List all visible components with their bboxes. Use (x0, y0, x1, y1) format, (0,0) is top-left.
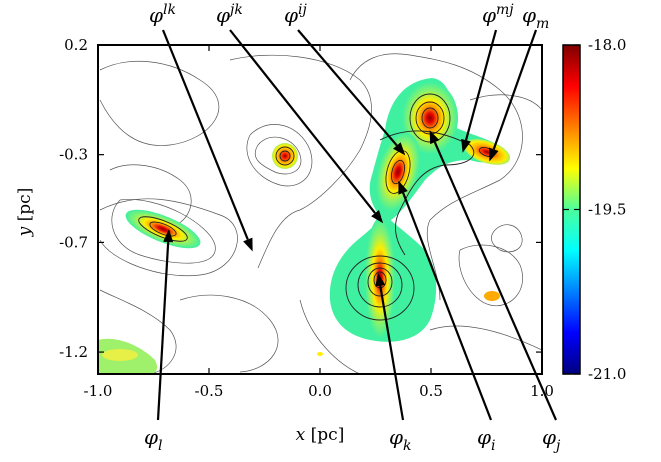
annotation-arrowhead (375, 272, 386, 287)
plot-area (98, 45, 542, 374)
x-axis-label: x [pc] (296, 425, 345, 445)
annotation-arrowhead (371, 209, 384, 224)
annotation-arrowhead (163, 229, 174, 243)
y-tick-label: -1.2 (59, 343, 88, 361)
x-tick-label: 0.0 (308, 382, 332, 400)
annotation-arrowhead (398, 180, 408, 195)
y-axis: 0.2 -0.3 -0.7 -1.2 (59, 36, 542, 361)
annotation-arrow (161, 29, 249, 240)
annotation-label-k: φk (389, 425, 412, 454)
annotation-arrowhead (489, 147, 499, 162)
x-axis: -1.0 -0.5 0.0 0.5 1.0 (84, 45, 554, 400)
annotation-label-mj: φmj (482, 2, 514, 27)
annotation-arrow (464, 29, 498, 141)
annotation-arrow (402, 192, 493, 421)
background-contours (99, 53, 542, 374)
x-tick-label: -0.5 (195, 382, 224, 400)
x-tick-label: 1.0 (530, 382, 554, 400)
annotation-arrow (229, 29, 376, 214)
colorbar-tick-label: -21.0 (588, 365, 626, 383)
annotation-label-ij: φij (284, 2, 307, 27)
annotation-arrow (297, 29, 398, 147)
annotations: φlk φjk φij φmj φm φl φk φi φj (144, 2, 561, 454)
annotation-arrow (156, 241, 170, 421)
annotation-label-jk: φjk (216, 2, 243, 27)
annotation-label-m: φm (522, 3, 549, 32)
y-axis-label: y [pc] (15, 188, 35, 238)
annotation-label-l: φl (144, 425, 163, 454)
annotation-arrowhead (243, 237, 253, 252)
annotation-label-i: φi (477, 425, 496, 454)
y-tick-label: -0.3 (59, 146, 88, 164)
colorbar-tick-label: -19.5 (588, 201, 626, 219)
annotation-arrow (492, 29, 538, 150)
colorbar-ticks: -18.0 -19.5 -21.0 (563, 36, 626, 383)
y-tick-label: -0.7 (59, 233, 88, 251)
x-tick-label: 0.5 (419, 382, 443, 400)
y-tick-label: 0.2 (64, 36, 88, 54)
annotation-arrowhead (461, 138, 471, 153)
annotation-arrowhead (393, 142, 406, 156)
annotation-arrow (379, 285, 405, 421)
annotation-label-lk: φlk (149, 2, 176, 27)
annotation-label-j: φj (542, 425, 561, 454)
x-tick-label: -1.0 (84, 382, 113, 400)
annotation-arrowhead (429, 130, 440, 145)
colorbar-tick-label: -18.0 (588, 36, 626, 54)
annotation-arrow (433, 141, 558, 421)
